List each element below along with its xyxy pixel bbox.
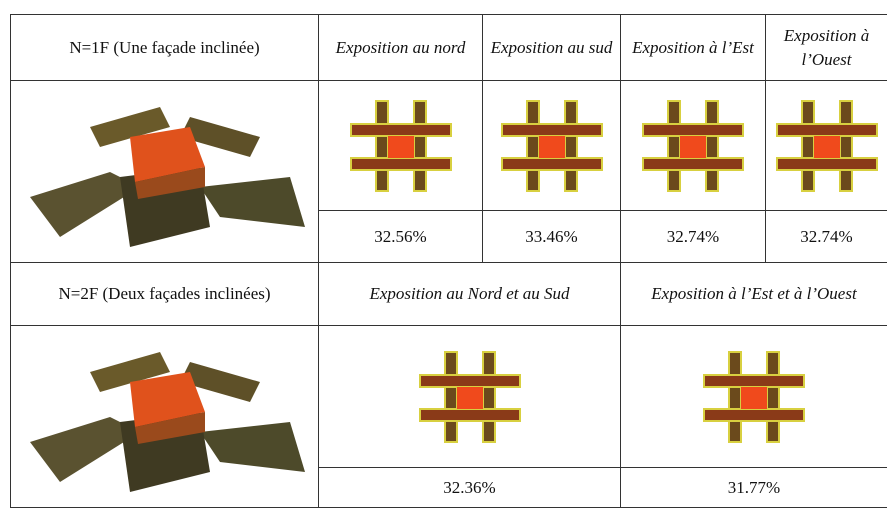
model-image xyxy=(10,80,319,263)
plan-image xyxy=(620,80,766,211)
value: 33.46% xyxy=(482,210,621,263)
model-drawing xyxy=(29,351,305,492)
header: Exposition à l’Est et à l’Ouest xyxy=(620,262,887,326)
plan-image xyxy=(620,325,887,468)
header: Exposition au Nord et au Sud xyxy=(318,262,621,326)
plan-drawing xyxy=(418,350,521,443)
plan-image xyxy=(482,80,621,211)
plan-drawing xyxy=(775,99,878,192)
header: Exposition à l’Ouest xyxy=(765,14,887,81)
value: 31.77% xyxy=(620,467,887,508)
value: 32.36% xyxy=(318,467,621,508)
plan-drawing xyxy=(349,99,452,192)
value: 32.56% xyxy=(318,210,483,263)
header: Exposition à l’Est xyxy=(620,14,766,81)
model-image xyxy=(10,325,319,508)
row-label: N=1F (Une façade inclinée) xyxy=(10,14,319,81)
value: 32.74% xyxy=(620,210,766,263)
plan-drawing xyxy=(703,350,805,443)
plan-image xyxy=(318,325,621,468)
plan-image xyxy=(765,80,887,211)
model-drawing xyxy=(29,106,305,247)
value: 32.74% xyxy=(765,210,887,263)
plan-drawing xyxy=(642,99,744,192)
results-table: N=1F (Une façade inclinée) Exposition au… xyxy=(10,14,887,508)
header: Exposition au nord xyxy=(318,14,483,81)
plan-drawing xyxy=(500,99,603,192)
header: Exposition au sud xyxy=(482,14,621,81)
row-label: N=2F (Deux façades inclinées) xyxy=(10,262,319,326)
plan-image xyxy=(318,80,483,211)
